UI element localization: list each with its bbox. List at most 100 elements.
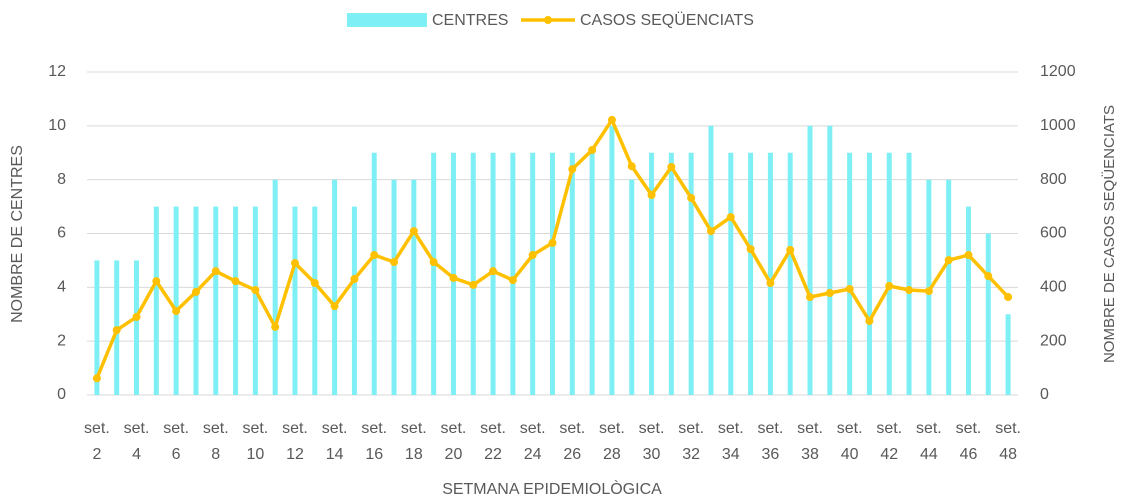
x-axis-title: SETMANA EPIDEMIOLÒGICA	[442, 479, 662, 498]
bar	[411, 179, 417, 395]
bar	[965, 206, 971, 395]
y2-tick-label: 1000	[1040, 117, 1076, 134]
y-tick-label: 6	[57, 225, 66, 242]
bar	[807, 125, 813, 395]
line-point	[905, 286, 914, 295]
y-tick-label: 2	[57, 332, 66, 349]
bar	[530, 152, 536, 395]
bar	[391, 179, 397, 395]
legend-swatch-point	[544, 16, 552, 24]
bar	[886, 152, 892, 395]
x-tick-label: set. 28	[599, 420, 625, 463]
y-tick-label: 10	[48, 117, 66, 134]
bar	[450, 152, 456, 395]
line-point	[647, 191, 656, 200]
bar	[728, 152, 734, 395]
line-point	[806, 293, 815, 302]
bar	[94, 260, 100, 395]
x-tick-label: set. 12	[282, 420, 308, 463]
line-point	[865, 316, 874, 325]
bar	[748, 152, 754, 395]
y-tick-label: 8	[57, 171, 66, 188]
x-tick-label: set. 4	[123, 420, 150, 463]
bar	[233, 206, 239, 395]
line-point	[508, 276, 517, 285]
bar	[173, 206, 179, 395]
x-tick-label: set. 16	[361, 420, 388, 463]
line-point	[271, 322, 280, 331]
bar	[906, 152, 912, 395]
line-point	[845, 284, 854, 293]
line-point	[944, 256, 953, 265]
line-point	[310, 279, 319, 288]
line-point	[528, 251, 537, 260]
bar	[688, 152, 694, 395]
y2-axis-title: NOMBRE DE CASOS SEQÜENCIATS	[1100, 105, 1118, 363]
bar	[847, 152, 853, 395]
line-point	[112, 326, 121, 335]
legend-swatch	[347, 13, 427, 27]
bar	[153, 206, 159, 395]
line-point	[191, 287, 200, 296]
bar	[1005, 314, 1011, 395]
bar	[252, 206, 258, 395]
bar	[510, 152, 516, 395]
x-tick-label: set. 42	[876, 420, 903, 463]
y-tick-label: 0	[57, 386, 66, 403]
line-point	[766, 279, 775, 288]
x-tick-label: set. 10	[242, 420, 269, 463]
x-tick-label: set. 8	[202, 420, 229, 463]
x-tick-label: set. 44	[915, 420, 942, 463]
x-tick-label: set. 36	[757, 420, 784, 463]
bar	[589, 152, 595, 395]
y2-tick-label: 1200	[1040, 63, 1076, 80]
bar	[292, 206, 298, 395]
line-point	[667, 163, 676, 172]
line-point	[152, 277, 161, 286]
line-point	[370, 251, 379, 260]
line-point	[132, 312, 141, 321]
line-point	[588, 146, 597, 155]
bar	[213, 206, 219, 395]
bar	[609, 125, 615, 395]
line-point	[390, 258, 399, 267]
bar	[371, 152, 377, 395]
x-tick-label: set. 30	[638, 420, 665, 463]
x-tick-label: set. 34	[717, 420, 744, 463]
bar	[550, 152, 555, 395]
y2-tick-label: 400	[1040, 279, 1067, 296]
x-tick-label: set. 38	[797, 420, 823, 463]
bar	[332, 179, 338, 395]
y2-tick-label: 200	[1040, 332, 1067, 349]
x-tick-label: set. 46	[955, 420, 982, 463]
bar	[470, 152, 476, 395]
line-point	[469, 280, 478, 289]
line-point	[726, 213, 735, 222]
line-point	[330, 302, 339, 311]
line-point	[409, 227, 418, 236]
x-tick-label: set. 26	[559, 420, 586, 463]
y2-tick-label: 800	[1040, 171, 1067, 188]
line-point	[746, 245, 755, 254]
bar	[272, 179, 278, 395]
line-point	[489, 267, 498, 276]
line-point	[92, 374, 101, 383]
line-point	[231, 277, 240, 286]
x-tick-label: set. 24	[519, 420, 546, 463]
x-tick-label: set. 22	[480, 420, 506, 463]
line-point	[172, 307, 181, 316]
line-point	[568, 165, 577, 174]
line-point	[885, 281, 894, 290]
x-tick-label: set. 40	[836, 420, 863, 463]
line-point	[687, 193, 696, 202]
y2-tick-label: 0	[1040, 386, 1049, 403]
line-point	[251, 286, 260, 295]
x-tick-label: set. 20	[440, 420, 467, 463]
line-point	[350, 274, 359, 283]
bar	[946, 179, 952, 395]
y-axis-title: NOMBRE DE CENTRES	[9, 145, 26, 323]
y2-tick-label: 600	[1040, 225, 1067, 242]
bar	[827, 125, 833, 395]
